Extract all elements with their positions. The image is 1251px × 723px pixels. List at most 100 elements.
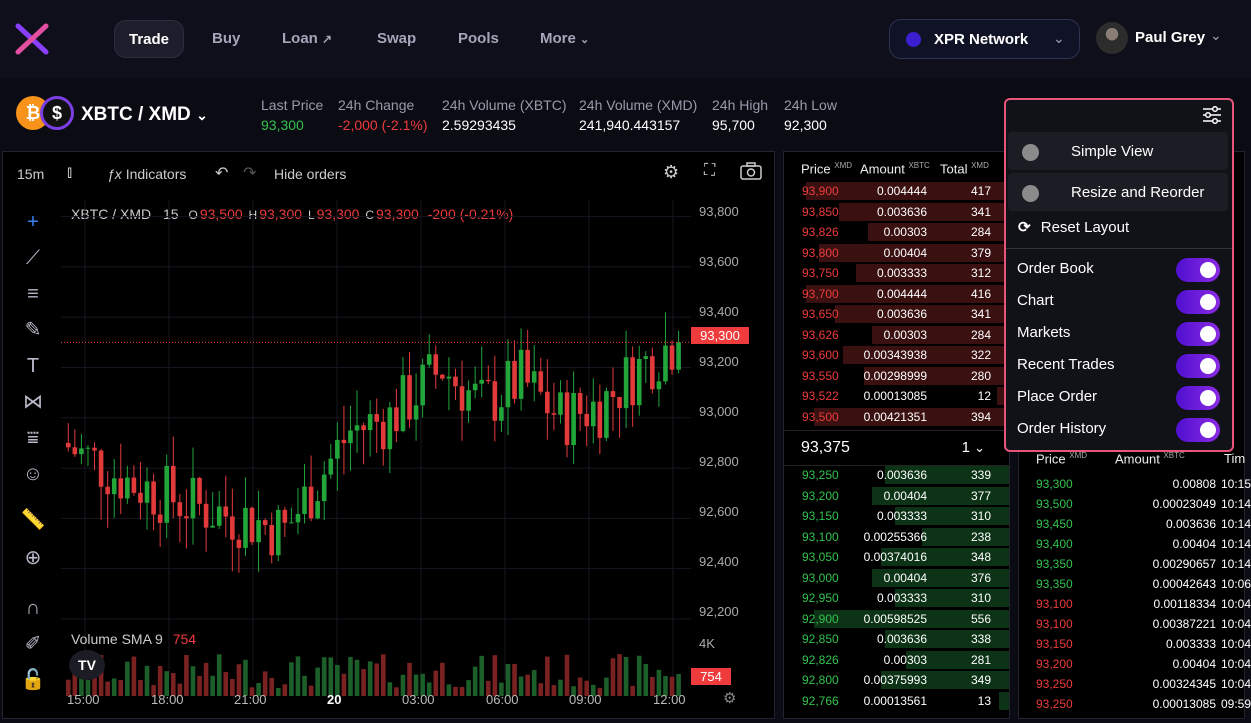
text-tool-icon[interactable]: T	[26, 355, 40, 377]
crosshair-icon[interactable]: +	[27, 211, 39, 233]
volume-bar	[321, 657, 327, 696]
bid-row[interactable]: 93,150 0.003333 310	[784, 506, 1009, 526]
pattern-icon[interactable]: ⋈	[23, 391, 43, 413]
nav-loan[interactable]: Loan ↗	[268, 20, 346, 58]
fib-lines-icon[interactable]: ≡	[27, 283, 39, 305]
simple-view-option[interactable]: Simple View	[1008, 132, 1228, 170]
ask-row[interactable]: 93,700 0.004444 416	[784, 284, 1009, 304]
legend-symbol: XBTC / XMD	[71, 206, 152, 222]
candle-body	[328, 458, 334, 475]
panel-toggle-switch[interactable]	[1176, 322, 1220, 346]
undo-icon[interactable]: ↶	[215, 165, 229, 182]
grouping-selector[interactable]: 1 ⌄	[962, 439, 985, 456]
lock-icon[interactable]: 🔓	[20, 669, 46, 691]
magnet-icon[interactable]: ∩	[25, 597, 41, 619]
ask-row[interactable]: 93,800 0.00404 379	[784, 243, 1009, 263]
volume-bar	[571, 686, 576, 696]
bid-row[interactable]: 92,766 0.00013561 13	[784, 691, 1009, 711]
depth-bar	[872, 325, 1009, 344]
bid-row[interactable]: 93,100 0.00255366 238	[784, 527, 1009, 547]
candle-body	[321, 474, 327, 502]
layout-settings-menu: Simple View Resize and Reorder ⟳ Reset L…	[1004, 98, 1234, 452]
nav-pools[interactable]: Pools	[458, 30, 499, 47]
sliders-icon[interactable]	[1202, 106, 1222, 124]
resize-reorder-option[interactable]: Resize and Reorder	[1008, 173, 1228, 211]
bid-row[interactable]: 93,200 0.00404 377	[784, 486, 1009, 506]
camera-icon[interactable]	[740, 162, 762, 183]
stat-24h-high: 24h High 95,700	[712, 97, 768, 133]
bid-row[interactable]: 93,050 0.00374016 348	[784, 547, 1009, 567]
trade-time: 10:14:1	[1221, 557, 1251, 571]
trade-price: 93,200	[1036, 657, 1073, 671]
order-price: 93,900	[802, 184, 839, 198]
candlestick-chart[interactable]	[61, 200, 691, 720]
panel-toggle-switch[interactable]	[1176, 418, 1220, 442]
zoom-in-icon[interactable]: ⊕	[24, 547, 42, 569]
panel-toggle-switch[interactable]	[1176, 386, 1220, 410]
legend-interval: 15	[163, 206, 179, 222]
candle-body	[230, 516, 235, 540]
lock-drawing-icon[interactable]: ✐	[24, 633, 42, 655]
trendline-icon[interactable]: ⟋	[26, 247, 40, 269]
candle-body	[302, 486, 307, 515]
nav-trade[interactable]: Trade	[114, 20, 185, 58]
panel-toggle-switch[interactable]	[1176, 258, 1220, 282]
trade-time: 10:14:1	[1221, 537, 1251, 551]
volume-bar	[210, 675, 215, 696]
panel-toggle-switch[interactable]	[1176, 354, 1220, 378]
bid-row[interactable]: 92,850 0.003636 338	[784, 629, 1009, 649]
ask-row[interactable]: 93,650 0.003636 341	[784, 304, 1009, 324]
volume-bar	[170, 673, 176, 696]
candle-type-icon[interactable]: ⫾	[67, 164, 73, 181]
reset-layout-button[interactable]: ⟳ Reset Layout	[1018, 218, 1129, 236]
bid-row[interactable]: 92,950 0.003333 310	[784, 588, 1009, 608]
fullscreen-icon[interactable]: ⛶	[704, 162, 716, 179]
ask-row[interactable]: 93,626 0.00303 284	[784, 325, 1009, 345]
emoji-icon[interactable]: ☺	[22, 463, 44, 485]
ask-row[interactable]: 93,750 0.003333 312	[784, 263, 1009, 283]
order-price: 92,950	[802, 591, 839, 605]
radio-button[interactable]	[1022, 185, 1039, 202]
tradingview-logo[interactable]: TV	[69, 650, 105, 680]
network-selector[interactable]: XPR Network ⌄	[889, 19, 1080, 59]
hide-orders-button[interactable]: Hide orders	[274, 166, 347, 182]
axis-settings-icon[interactable]: ⚙	[723, 690, 737, 707]
order-total: 416	[970, 286, 991, 301]
interval-selector[interactable]: 15m	[17, 166, 45, 182]
candle-body	[151, 481, 156, 515]
bid-row[interactable]: 93,000 0.00404 376	[784, 568, 1009, 588]
nav-swap[interactable]: Swap	[377, 30, 417, 47]
order-amount: 0.004444	[876, 286, 927, 301]
indicators-button[interactable]: ƒx Indicators	[107, 166, 186, 182]
nav-more[interactable]: More ⌄	[526, 20, 603, 58]
nav-buy[interactable]: Buy	[212, 30, 241, 47]
brush-icon[interactable]: ✎	[24, 319, 42, 341]
candle-body	[485, 379, 491, 382]
ruler-icon[interactable]: 📏	[20, 509, 46, 531]
app-logo-icon[interactable]	[14, 22, 50, 56]
ask-row[interactable]: 93,850 0.003636 341	[784, 202, 1009, 222]
candle-body	[335, 439, 340, 459]
ask-row[interactable]: 93,522 0.00013085 12	[784, 386, 1009, 406]
candle-body	[400, 375, 406, 432]
bid-row[interactable]: 92,826 0.00303 281	[784, 650, 1009, 670]
ask-row[interactable]: 93,900 0.004444 417	[784, 181, 1009, 201]
price-tick-label: 92,200	[699, 604, 739, 619]
bid-row[interactable]: 92,900 0.00598525 556	[784, 609, 1009, 629]
order-price: 93,200	[802, 488, 839, 503]
volume-bar	[144, 665, 150, 696]
redo-icon[interactable]: ↷	[243, 165, 257, 182]
settings-gear-icon[interactable]: ⚙	[663, 162, 680, 182]
order-total: 310	[970, 509, 991, 523]
ask-row[interactable]: 93,500 0.00421351 394	[784, 407, 1009, 427]
bid-row[interactable]: 92,800 0.00375993 349	[784, 670, 1009, 690]
radio-button[interactable]	[1022, 144, 1039, 161]
measure-lines-icon[interactable]: ⩸	[26, 427, 40, 449]
panel-toggle-switch[interactable]	[1176, 290, 1220, 314]
ask-row[interactable]: 93,550 0.00298999 280	[784, 366, 1009, 386]
ask-row[interactable]: 93,600 0.00343938 322	[784, 345, 1009, 365]
volume-tag: 754	[691, 668, 731, 685]
volume-bar	[138, 679, 143, 696]
ask-row[interactable]: 93,826 0.00303 284	[784, 222, 1009, 242]
bid-row[interactable]: 93,250 0.003636 339	[784, 465, 1009, 485]
